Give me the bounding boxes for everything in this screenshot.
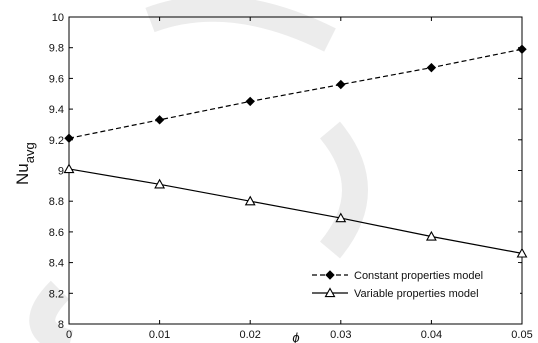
x-tick-label: 0.03: [330, 329, 351, 341]
y-axis-label-sub: avg: [22, 142, 37, 163]
diamond-marker: [426, 62, 437, 73]
legend-items: [312, 270, 348, 298]
axis-ticks: 8 8.2 8.4 8.6 8.8 9 9.2 9.4 9.6 9.8 10 0 0.01 0.02 0.0…: [49, 12, 533, 341]
y-tick-label: 8.8: [49, 196, 64, 208]
triangle-marker: [244, 195, 256, 206]
y-tick-label: 8: [58, 319, 64, 331]
series-line: [68, 48, 523, 139]
triangle-marker: [154, 178, 166, 189]
x-tick-label: 0: [66, 329, 72, 341]
watermark-decoration: [29, 0, 368, 343]
legend-box: [304, 263, 520, 307]
y-tick-label: 8.6: [49, 227, 64, 239]
series-group: [63, 44, 528, 258]
diamond-marker: [517, 44, 527, 54]
legend-triangle-marker: [324, 287, 336, 298]
diamond-marker: [336, 79, 346, 90]
legend: Constant properties model Variable prope…: [304, 263, 520, 307]
y-tick-label: 10: [52, 12, 64, 24]
y-tick-label: 8.4: [49, 258, 64, 270]
triangle-marker: [425, 230, 437, 241]
x-tick-label: 0.02: [239, 329, 260, 341]
svg-text:Nuavg: Nuavg: [13, 142, 37, 185]
y-axis-label-main: Nu: [13, 163, 32, 185]
legend-label-variable: Variable properties model: [354, 288, 479, 300]
triangle-marker: [516, 247, 528, 258]
series-line: [68, 168, 523, 254]
x-tick-label: 0.04: [421, 329, 442, 341]
triangle-marker: [63, 163, 75, 174]
x-axis-label: ϕ: [292, 330, 299, 343]
y-tick-label: 8.2: [49, 288, 64, 300]
diamond-marker: [245, 96, 255, 107]
legend-diamond-marker: [325, 270, 335, 280]
x-tick-label: 0.05: [511, 329, 532, 341]
x-tick-label: 0.01: [149, 329, 170, 341]
series-constant: [64, 44, 527, 143]
y-axis-label: Nuavg: [13, 142, 37, 185]
y-tick-label: 9.6: [49, 73, 64, 85]
y-tick-label: 9.8: [49, 43, 64, 55]
y-tick-label: 9.4: [49, 104, 64, 116]
y-tick-label: 9.2: [49, 135, 64, 147]
triangle-marker: [335, 212, 347, 223]
y-tick-label: 9: [58, 166, 64, 178]
series-variable: [63, 163, 528, 258]
diamond-marker: [154, 115, 165, 125]
legend-label-constant: Constant properties model: [354, 270, 483, 282]
diamond-marker: [64, 133, 74, 143]
